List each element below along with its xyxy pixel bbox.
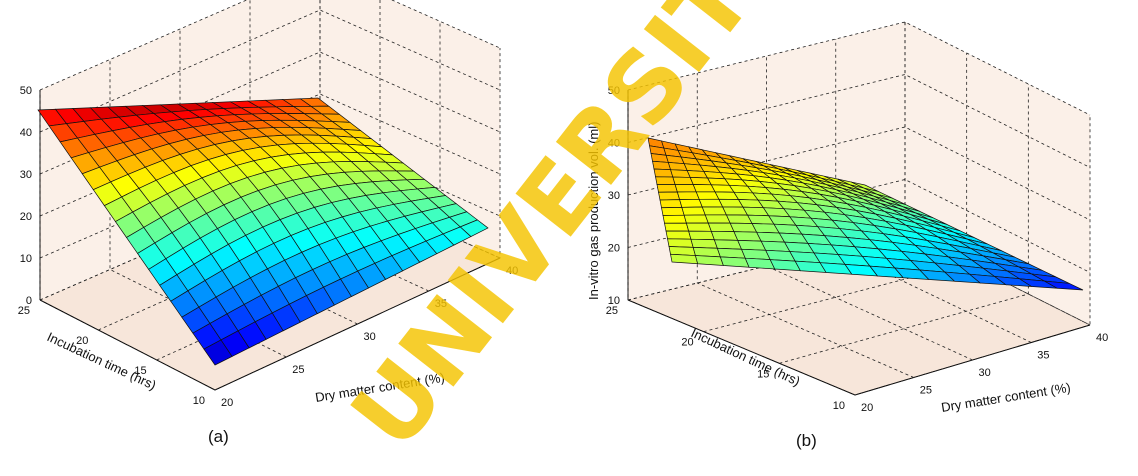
surface-patch: [683, 214, 709, 224]
surface-patch: [1044, 280, 1084, 291]
z-tick-label: 0: [26, 295, 32, 307]
surface-patch: [701, 206, 727, 216]
z-tick-label: 50: [20, 85, 32, 97]
surface-patch: [710, 230, 739, 241]
surface-mesh-b: [647, 137, 1084, 291]
y-gridline: [39, 0, 321, 301]
z-tick-label: 20: [608, 243, 620, 255]
surface-patch: [679, 198, 703, 208]
y-gridline: [779, 84, 1029, 364]
y-gridline: [214, 48, 501, 391]
x-tick-label: 40: [506, 265, 518, 277]
z-tick-label: 10: [608, 295, 620, 307]
x-gridline: [766, 56, 973, 361]
caption-b: (b): [796, 431, 817, 450]
y-tick-label: 10: [193, 395, 205, 407]
surface-patch: [662, 214, 687, 224]
x-gridline: [249, 0, 429, 292]
tick-labels-a: 0 10 20 30 40 50 20 25 30 35 40 10 15 20 25: [18, 85, 519, 409]
z-tick-label: 30: [608, 190, 620, 202]
surface-patch: [713, 239, 743, 250]
surface-patch: [655, 176, 676, 185]
surface-patch: [719, 256, 750, 268]
y-tick-label: 20: [681, 337, 693, 349]
caption-a: (a): [208, 427, 229, 446]
x-tick-label: 30: [979, 367, 991, 379]
y-tick-label: 25: [18, 305, 30, 317]
surface-patch: [664, 222, 690, 232]
surface-patch: [665, 230, 692, 240]
z-tick-label: 10: [20, 253, 32, 265]
x-tick-label: 20: [221, 397, 233, 409]
surface-patch: [694, 255, 724, 266]
surface-patch: [670, 253, 699, 265]
surface-patch: [653, 168, 674, 178]
surface-patch: [707, 222, 735, 232]
y-tick-label: 15: [134, 365, 146, 377]
x-gridline: [39, 90, 216, 391]
z-tick-label: 40: [608, 138, 620, 150]
x-tick-label: 25: [920, 385, 932, 397]
x-gridline: [696, 73, 914, 378]
z-tick-label: 50: [608, 85, 620, 97]
x-tick-label: 30: [364, 331, 376, 343]
z-tick-label: 20: [20, 211, 32, 223]
z-axis-label-b: In-vitro gas production vol. (ml): [586, 122, 601, 300]
y-tick-label: 20: [76, 335, 88, 347]
y-tick-label: 15: [757, 368, 769, 380]
y-tick-label: 25: [606, 305, 618, 317]
x-tick-label: 40: [1096, 332, 1108, 344]
y-tick-label: 10: [833, 400, 845, 412]
surface-patch: [659, 199, 683, 209]
surface-patch: [676, 191, 700, 200]
z-tick-label: 40: [20, 127, 32, 139]
surface-patch: [674, 184, 697, 193]
surface-patch: [656, 184, 678, 193]
surface-patch: [690, 238, 718, 249]
surface-patch: [459, 219, 489, 237]
y-gridline: [854, 115, 1091, 396]
x-tick-label: 35: [435, 298, 447, 310]
z-tick-label: 30: [20, 169, 32, 181]
tick-labels-b: 10 20 30 40 50 20 25 30 35 40 10 15 20 25: [606, 85, 1109, 414]
surface-patch: [681, 206, 706, 216]
x-tick-label: 20: [861, 402, 873, 414]
surface-patch: [704, 214, 731, 224]
surface-patch: [661, 206, 685, 216]
x-gridline: [179, 29, 358, 325]
x-tick-label: 25: [292, 364, 304, 376]
surface-patch: [685, 222, 712, 232]
surface-mesh-a: [37, 97, 489, 366]
x-tick-label: 35: [1037, 350, 1049, 362]
surface-patch: [688, 230, 715, 241]
surface-patch: [667, 238, 694, 248]
surface-patch: [658, 191, 681, 201]
